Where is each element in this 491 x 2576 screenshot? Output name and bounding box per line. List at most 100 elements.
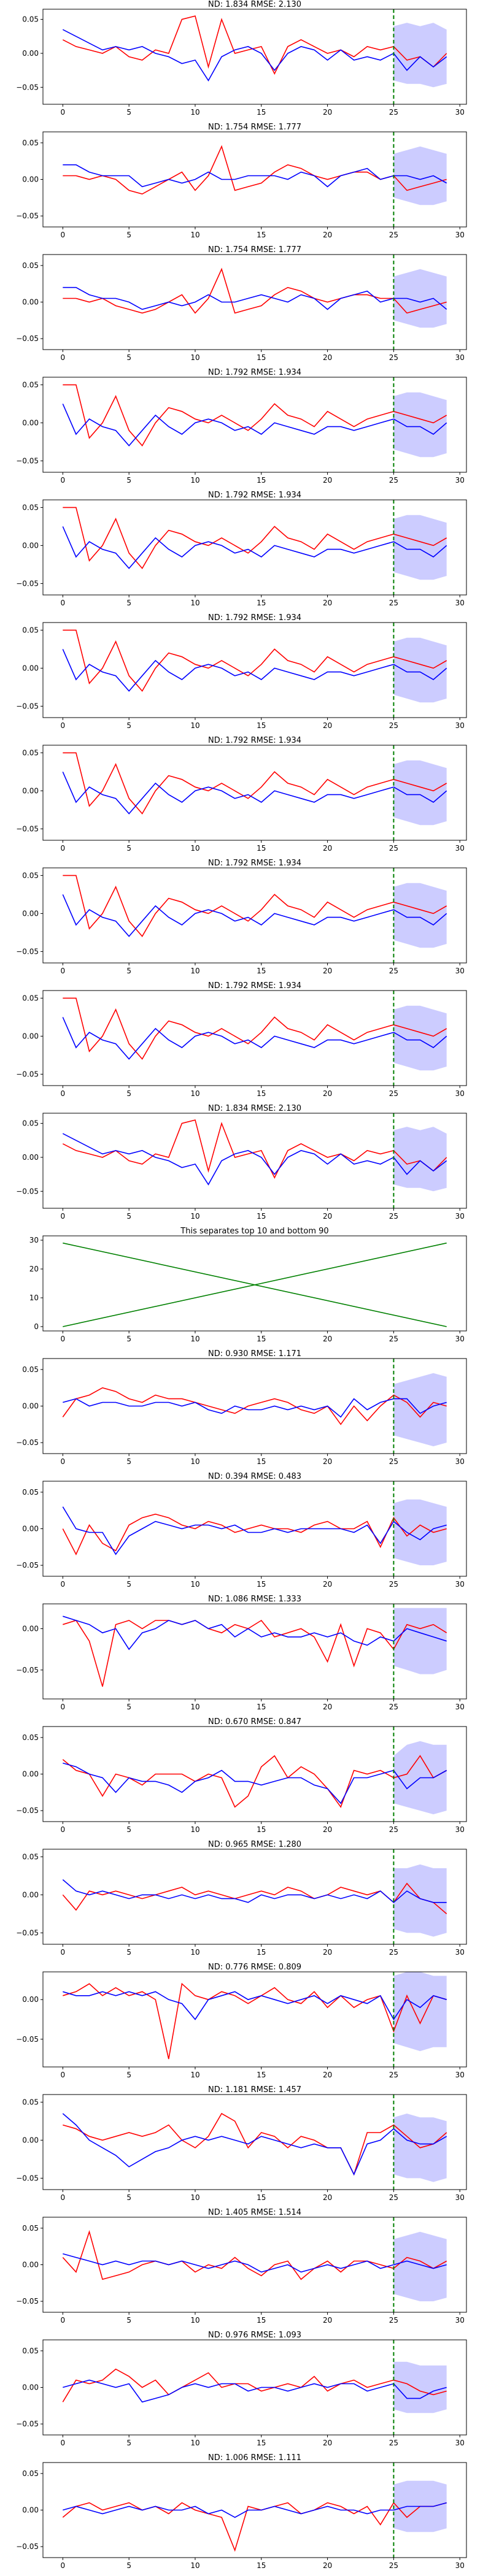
y-tick-label: −0.05 <box>16 1070 39 1078</box>
x-tick-label: 10 <box>190 844 199 853</box>
y-tick-label: −0.05 <box>16 212 39 220</box>
chart-title: ND: 1.754 RMSE: 1.777 <box>208 245 301 255</box>
x-tick-label: 10 <box>190 1703 199 1711</box>
x-tick-label: 5 <box>126 108 131 117</box>
y-tick-label: 0.00 <box>22 664 39 672</box>
chart-panel: ND: 0.976 RMSE: 1.093 0 5 10 15 20 25 30 −0.05 0.… <box>0 2331 491 2453</box>
y-tick-label: 10 <box>29 1294 39 1302</box>
y-tick-label: −0.05 <box>16 1438 39 1447</box>
actual-line <box>63 752 447 815</box>
chart-title: ND: 0.670 RMSE: 0.847 <box>208 1717 301 1727</box>
x-tick-label: 0 <box>61 231 66 239</box>
actual-line <box>62 1755 447 1808</box>
x-tick-label: 25 <box>389 2561 398 2570</box>
x-tick-label: 25 <box>389 353 398 362</box>
actual-line <box>63 145 447 195</box>
x-tick-label: 0 <box>61 1580 66 1589</box>
chart-svg: ND: 1.792 RMSE: 1.934 0 5 10 15 20 25 30 −0.05 0.… <box>16 859 467 975</box>
y-tick-label: 0.00 <box>22 786 39 795</box>
chart-panel: ND: 1.792 RMSE: 1.934 0 5 10 15 20 25 30 −0.05 0.… <box>0 736 491 859</box>
x-tick-label: 20 <box>323 2561 332 2570</box>
x-tick-label: 15 <box>257 967 266 975</box>
predicted-line <box>63 1762 447 1804</box>
chart-panel: ND: 0.776 RMSE: 0.809 0 5 10 15 20 25 30 −0.05 0.… <box>0 1963 491 2085</box>
chart-title: ND: 1.792 RMSE: 1.934 <box>208 613 301 623</box>
chart-svg: ND: 0.776 RMSE: 0.809 0 5 10 15 20 25 30 −0.05 0.… <box>16 1963 467 2079</box>
x-tick-label: 30 <box>455 2193 465 2202</box>
confidence-band <box>393 1499 447 1566</box>
confidence-band <box>393 23 447 88</box>
chart-title: ND: 1.086 RMSE: 1.333 <box>208 1595 301 1604</box>
x-tick-label: 15 <box>257 2561 266 2570</box>
chart-svg: ND: 1.086 RMSE: 1.333 0 5 10 15 20 25 30 −0.05 0.… <box>16 1595 467 1711</box>
y-tick-label: 0.00 <box>22 2136 39 2144</box>
x-tick-label: 20 <box>323 2071 332 2079</box>
x-tick-label: 30 <box>455 967 465 975</box>
confidence-band <box>393 637 447 703</box>
x-tick-label: 15 <box>257 231 266 239</box>
x-tick-label: 25 <box>389 1825 398 1834</box>
x-tick-label: 0 <box>61 1089 66 1098</box>
chart-panel: ND: 1.792 RMSE: 1.934 0 5 10 15 20 25 30 −0.05 0.… <box>0 613 491 736</box>
chart-panel: ND: 1.754 RMSE: 1.777 0 5 10 15 20 25 30 −0.05 0.… <box>0 123 491 245</box>
x-tick-label: 20 <box>323 967 332 975</box>
x-tick-label: 15 <box>257 476 266 485</box>
x-tick-label: 10 <box>190 2316 199 2325</box>
y-tick-label: 0.05 <box>22 2224 39 2233</box>
x-tick-label: 0 <box>61 353 66 362</box>
y-tick-label: 0.05 <box>22 748 39 757</box>
x-tick-label: 5 <box>126 844 131 853</box>
y-tick-label: 0.05 <box>22 2469 39 2478</box>
x-tick-label: 15 <box>257 2071 266 2079</box>
chart-title: ND: 1.405 RMSE: 1.514 <box>208 2208 301 2217</box>
x-tick-label: 10 <box>190 231 199 239</box>
y-tick-label: 0.00 <box>22 418 39 427</box>
actual-line <box>62 2368 447 2402</box>
chart-title: ND: 1.834 RMSE: 2.130 <box>208 1104 301 1113</box>
y-tick-label: −0.05 <box>16 1928 39 1937</box>
y-tick-label: −0.05 <box>16 947 39 956</box>
x-tick-label: 30 <box>455 721 465 730</box>
x-tick-label: 20 <box>323 2316 332 2325</box>
chart-svg: ND: 0.670 RMSE: 0.847 0 5 10 15 20 25 30 −0.05 0.… <box>16 1717 467 1834</box>
chart-svg: ND: 1.834 RMSE: 2.130 0 5 10 15 20 25 30 −0.05 0.… <box>16 0 467 117</box>
x-tick-label: 10 <box>190 2193 199 2202</box>
confidence-band <box>393 1127 447 1192</box>
predicted-line <box>62 649 447 692</box>
x-tick-label: 15 <box>257 2193 266 2202</box>
x-tick-label: 20 <box>323 599 332 607</box>
x-tick-label: 0 <box>61 967 66 975</box>
y-tick-label: −0.05 <box>16 2035 39 2044</box>
axes-frame <box>42 990 467 1086</box>
x-tick-label: 20 <box>323 231 332 239</box>
x-tick-label: 25 <box>389 2071 398 2079</box>
x-tick-label: 0 <box>61 2071 66 2079</box>
y-tick-label: 0.05 <box>22 1119 39 1128</box>
actual-line <box>62 1513 447 1556</box>
y-tick-label: −0.05 <box>16 824 39 833</box>
chart-panel: ND: 0.965 RMSE: 1.280 0 5 10 15 20 25 30 −0.05 0.… <box>0 1840 491 1963</box>
chart-title: ND: 1.834 RMSE: 2.130 <box>208 0 301 9</box>
x-tick-label: 15 <box>257 1457 266 1466</box>
chart-panel: ND: 0.930 RMSE: 1.171 0 5 10 15 20 25 30 −0.05 0.… <box>0 1349 491 1472</box>
chart-title: ND: 1.792 RMSE: 1.934 <box>208 981 301 991</box>
chart-panel: ND: 1.181 RMSE: 1.457 0 5 10 15 20 25 30 −0.05 0.… <box>0 2085 491 2208</box>
x-tick-label: 5 <box>126 721 131 730</box>
x-tick-label: 25 <box>389 844 398 853</box>
x-tick-label: 25 <box>389 2316 398 2325</box>
y-tick-label: 0.00 <box>22 1525 39 1533</box>
axes-frame <box>42 1971 467 2068</box>
y-tick-label: 0.00 <box>22 2383 39 2392</box>
x-tick-label: 30 <box>455 2316 465 2325</box>
y-tick-label: 0 <box>34 1322 39 1331</box>
x-tick-label: 5 <box>126 1580 131 1589</box>
actual-line <box>63 875 447 937</box>
x-tick-label: 25 <box>389 1580 398 1589</box>
x-tick-label: 25 <box>389 231 398 239</box>
y-tick-label: 0.05 <box>22 1488 39 1497</box>
x-tick-label: 5 <box>126 231 131 239</box>
y-tick-label: −0.05 <box>16 2420 39 2428</box>
y-tick-label: −0.05 <box>16 456 39 465</box>
y-tick-label: 0.05 <box>22 1733 39 1742</box>
x-tick-label: 20 <box>323 1212 332 1221</box>
